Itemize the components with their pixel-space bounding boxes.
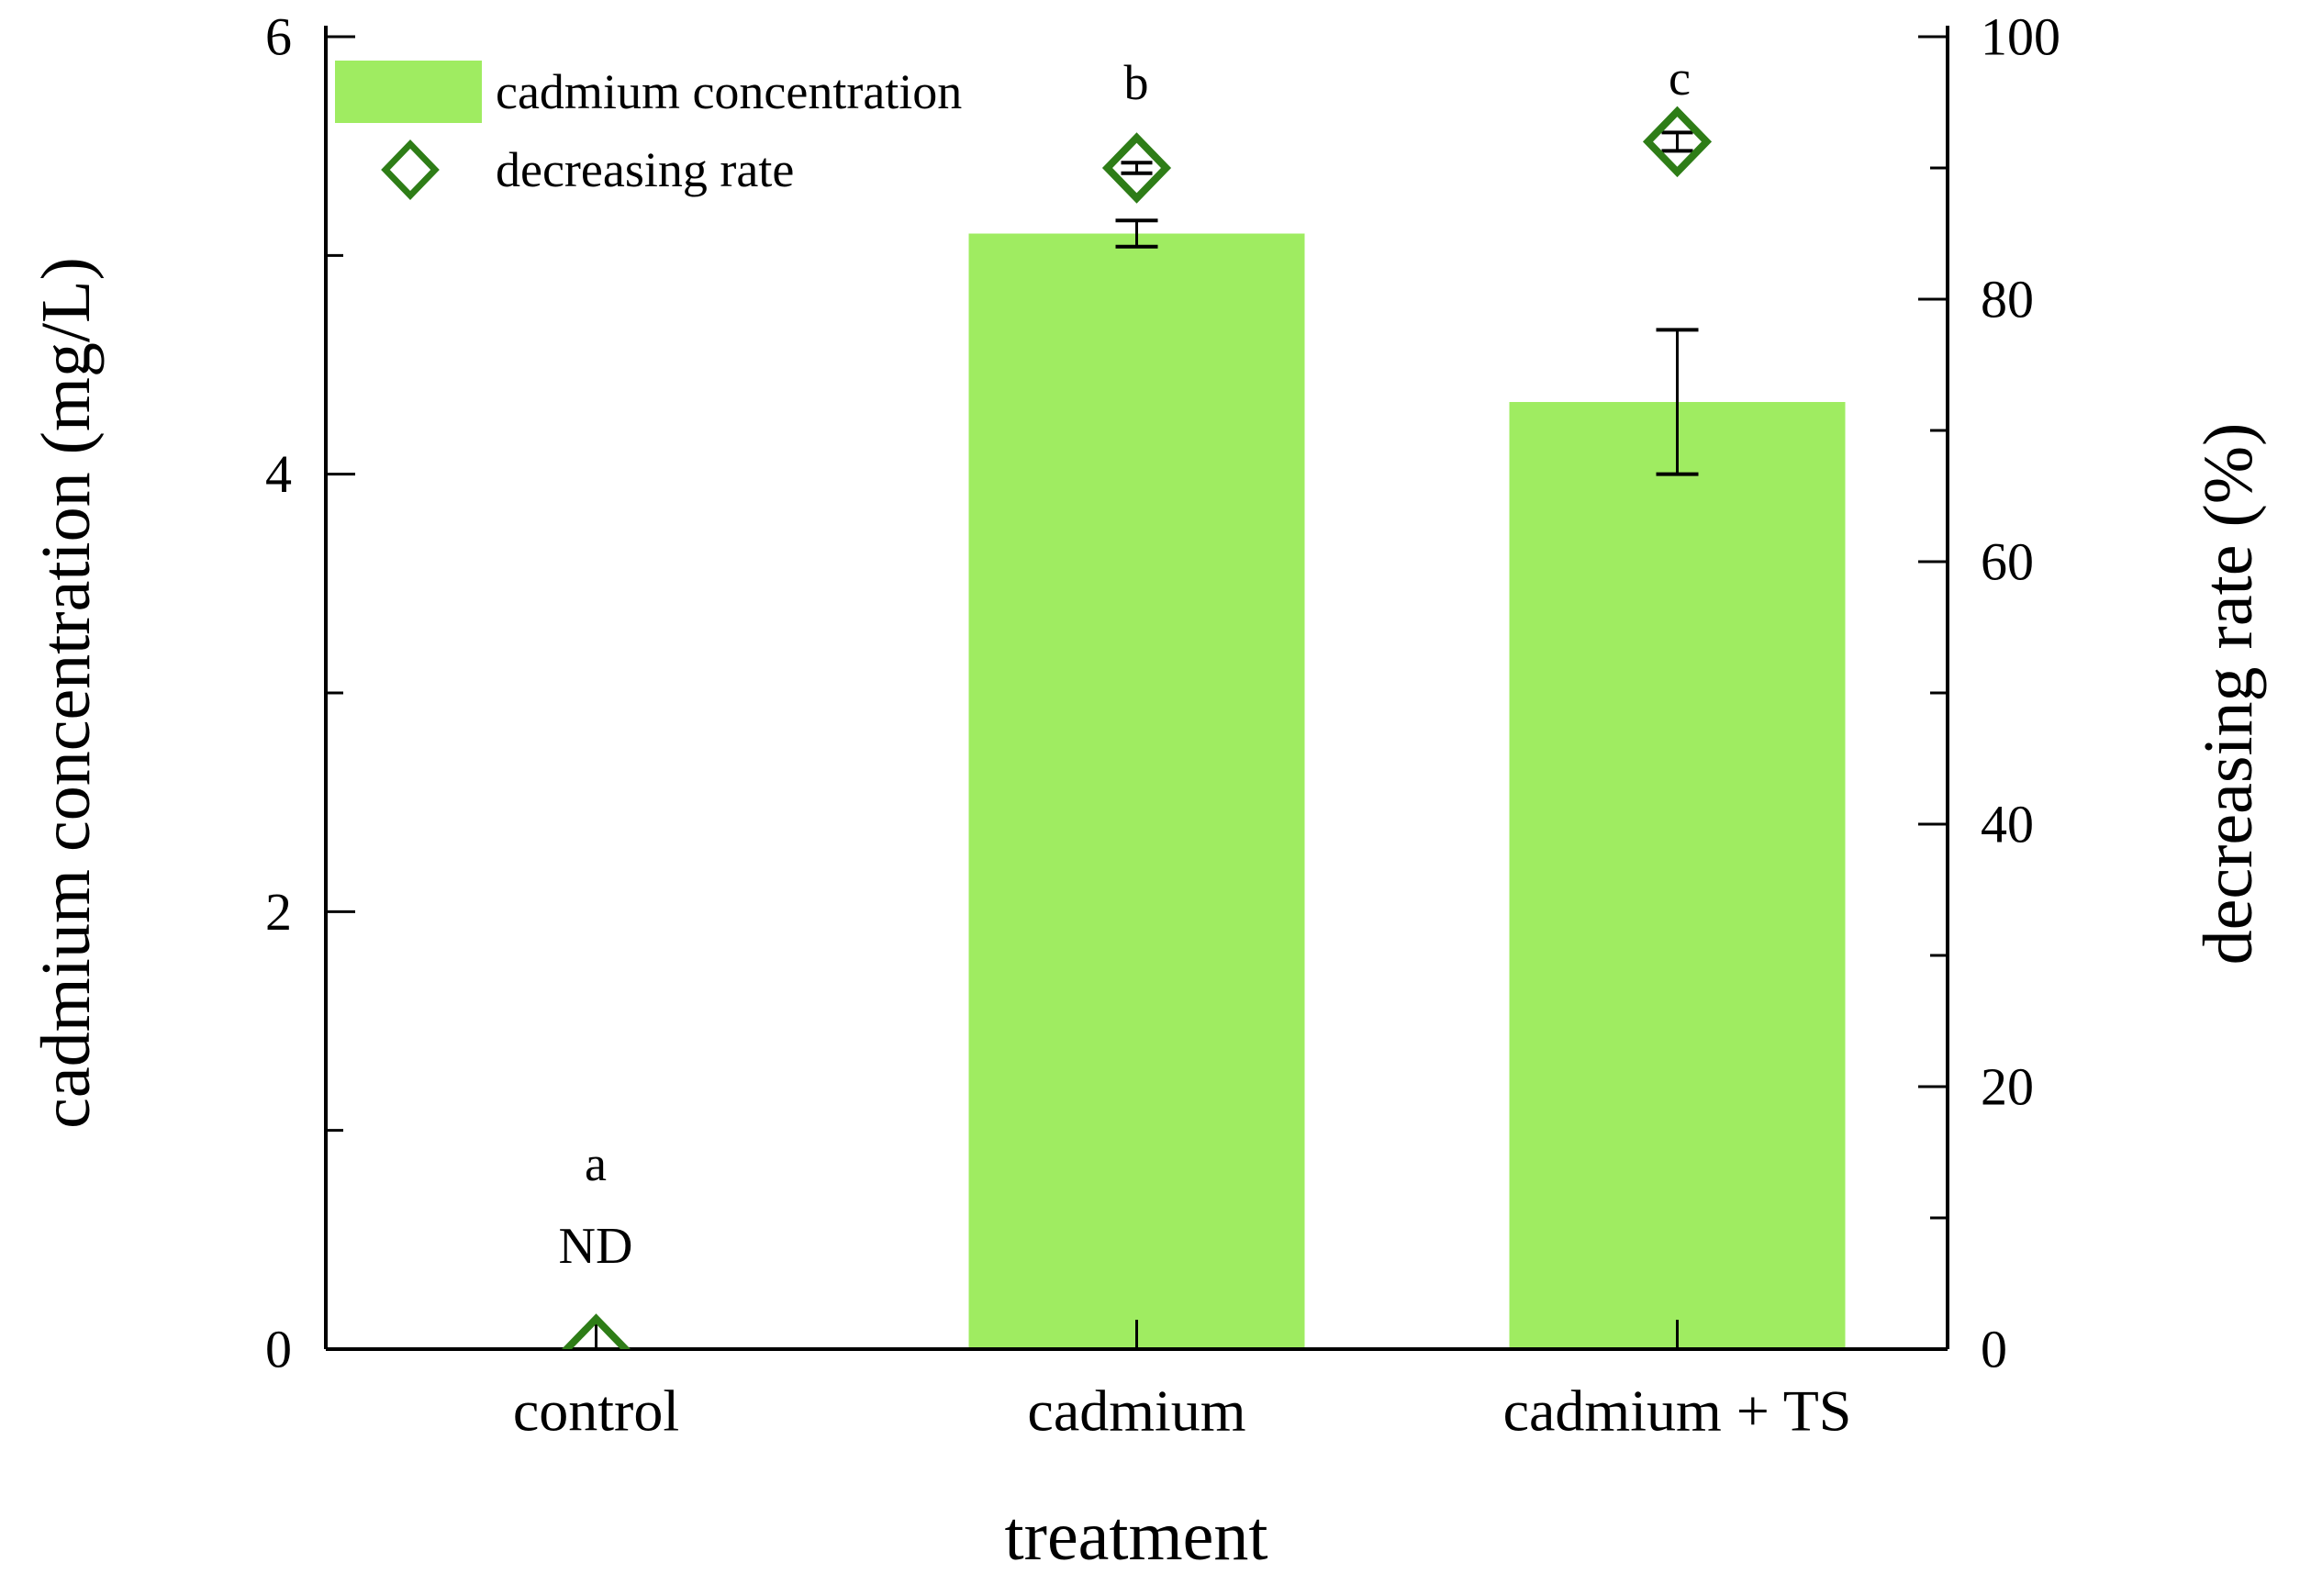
category-label-control: control — [513, 1378, 679, 1444]
right-tick-label-40: 40 — [1981, 795, 2034, 854]
axes — [324, 26, 1949, 1351]
x-axis-title: treatment — [1005, 1498, 1268, 1575]
sig-letter-c: c — [1669, 50, 1691, 106]
right-tick-label-20: 20 — [1981, 1057, 2034, 1117]
left-tick-label-4: 4 — [265, 444, 292, 504]
diamond-series — [561, 106, 1713, 1349]
bar-series — [968, 233, 1846, 1350]
sig-letter-b: b — [1124, 55, 1149, 110]
left-tick-label-6: 6 — [265, 7, 292, 67]
left-tick-label-0: 0 — [265, 1320, 292, 1379]
sig-letter-a: a — [585, 1136, 607, 1191]
bar-error-bars — [1115, 218, 1699, 476]
bar-cadmiumTS — [1509, 402, 1846, 1350]
right-tick-label-0: 0 — [1981, 1320, 2007, 1379]
bar-cadmium — [968, 233, 1305, 1349]
right-axis-title: decreasing rate (%) — [2190, 423, 2267, 965]
diamond-marker-cadmium — [1101, 132, 1172, 204]
nd-label: ND — [559, 1218, 633, 1275]
category-label-cadmiumTS: cadmium + TS — [1503, 1378, 1852, 1444]
legend-label-diamond: decreasing rate — [496, 142, 794, 197]
legend-bar-swatch — [335, 61, 482, 123]
category-label-cadmium: cadmium — [1027, 1378, 1245, 1444]
left-tick-label-2: 2 — [265, 882, 292, 942]
left-axis-title: cadmium concentration (mg/L) — [28, 257, 105, 1129]
legend-label-bar: cadmium concentration — [496, 64, 962, 119]
right-tick-label-80: 80 — [1981, 270, 2034, 329]
legend — [335, 61, 482, 201]
diamond-marker-cadmiumTS — [1642, 106, 1713, 178]
legend-diamond-swatch — [381, 139, 440, 201]
right-tick-label-60: 60 — [1981, 532, 2034, 592]
diamond-marker-control — [561, 1313, 631, 1349]
right-tick-label-100: 100 — [1981, 7, 2060, 67]
